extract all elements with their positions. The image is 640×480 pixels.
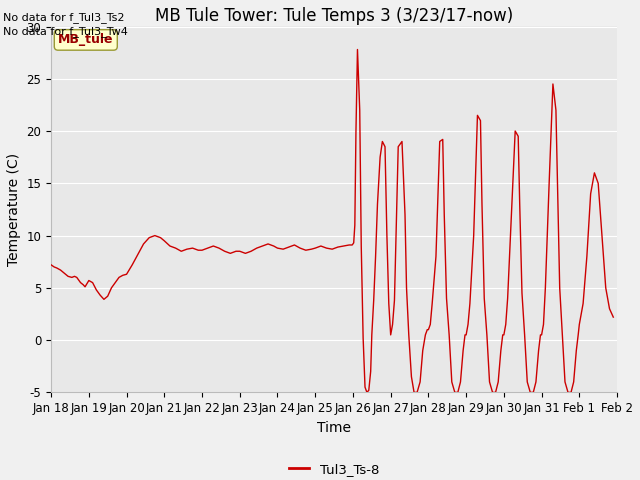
- Title: MB Tule Tower: Tule Temps 3 (3/23/17-now): MB Tule Tower: Tule Temps 3 (3/23/17-now…: [155, 7, 513, 25]
- Text: No data for f_Tul3_Ts2: No data for f_Tul3_Ts2: [3, 12, 125, 23]
- Text: No data for f_Tul3_Tw4: No data for f_Tul3_Tw4: [3, 26, 128, 37]
- Y-axis label: Temperature (C): Temperature (C): [7, 153, 21, 266]
- Text: MB_tule: MB_tule: [58, 34, 113, 47]
- Legend: Tul3_Ts-8: Tul3_Ts-8: [284, 457, 384, 480]
- X-axis label: Time: Time: [317, 420, 351, 435]
